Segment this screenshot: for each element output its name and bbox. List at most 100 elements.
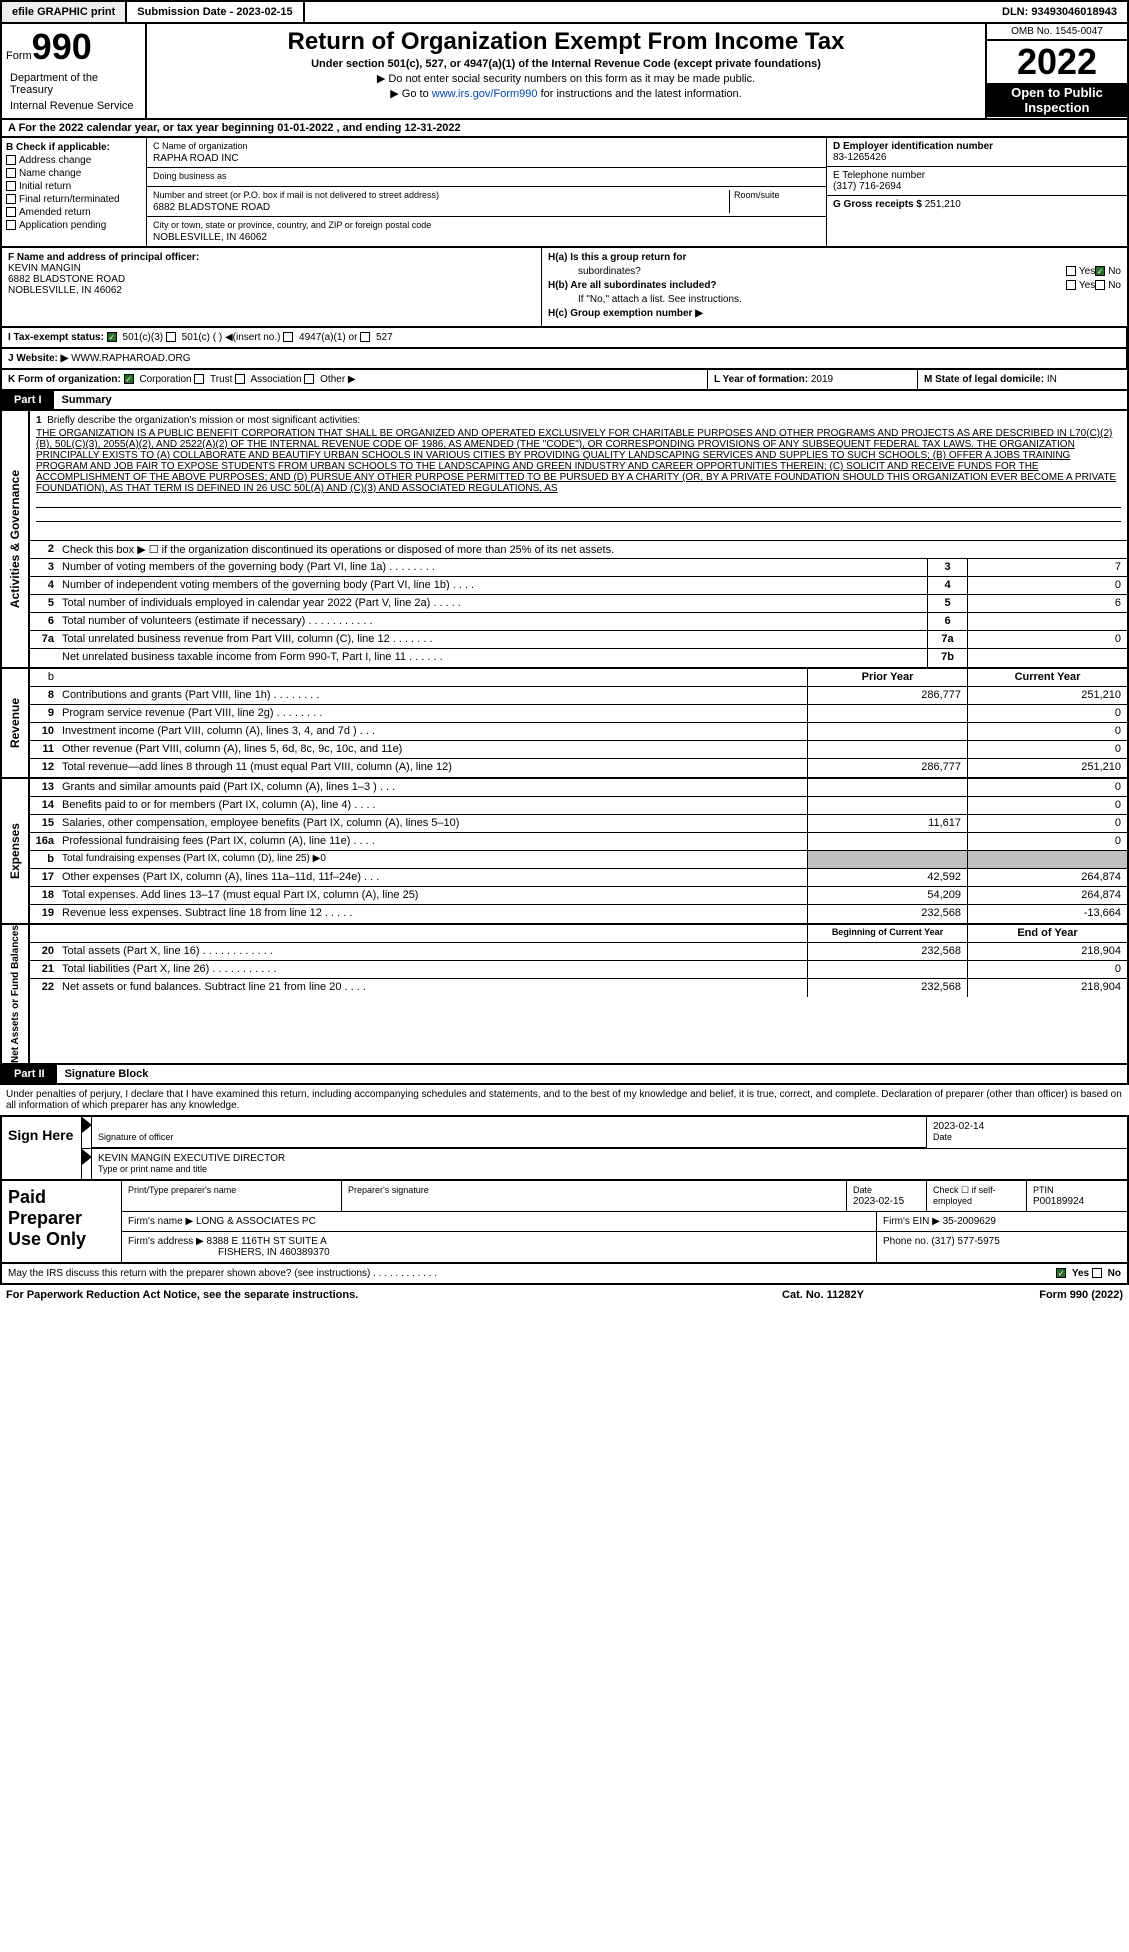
chk-final[interactable]: Final return/terminated [6,194,142,205]
ha-no[interactable]: ✓ [1095,266,1105,276]
revenue-section: Revenue bPrior YearCurrent Year 8Contrib… [0,669,1129,779]
chk-address[interactable]: Address change [6,155,142,166]
line12-text: Total revenue—add lines 8 through 11 (mu… [58,759,807,777]
current-year-header: Current Year [967,669,1127,686]
topbar: efile GRAPHIC print Submission Date - 20… [0,0,1129,24]
line19-cur: -13,664 [967,905,1127,923]
org-name-row: C Name of organizationRAPHA ROAD INC [147,138,826,168]
arrow-icon [82,1149,92,1165]
line13-cur: 0 [967,779,1127,796]
year-cell: OMB No. 1545-0047 2022 Open to Public In… [987,24,1127,118]
form-title: Return of Organization Exempt From Incom… [151,28,981,56]
sec-h: H(a) Is this a group return for subordin… [542,248,1127,326]
part1-header: Part I Summary [0,391,1129,411]
subtitle-3: ▶ Go to www.irs.gov/Form990 for instruct… [151,87,981,100]
line6-val [967,613,1127,630]
omb-number: OMB No. 1545-0047 [987,24,1127,41]
line13-text: Grants and similar amounts paid (Part IX… [58,779,807,796]
activities-governance: Activities & Governance 1 Briefly descri… [0,411,1129,669]
year-formation: 2019 [811,374,833,385]
preparer-block: Paid Preparer Use Only Print/Type prepar… [0,1181,1129,1264]
line7a-text: Total unrelated business revenue from Pa… [58,631,927,648]
phone-value: (317) 716-2694 [833,181,901,192]
line17-prior: 42,592 [807,869,967,886]
website-value: WWW.RAPHAROAD.ORG [71,353,190,364]
submission-date: Submission Date - 2023-02-15 [127,2,304,22]
hb-no[interactable] [1095,280,1105,290]
chk-pending[interactable]: Application pending [6,220,142,231]
main-block: B Check if applicable: Address change Na… [0,138,1129,248]
form-number: 990 [32,26,92,67]
discuss-yes[interactable]: ✓ [1056,1268,1066,1278]
line12-prior: 286,777 [807,759,967,777]
col-b: B Check if applicable: Address change Na… [2,138,147,246]
dln-label: DLN: 93493046018943 [992,2,1127,22]
corp-check[interactable]: ✓ [124,374,134,384]
line18-cur: 264,874 [967,887,1127,904]
ptin-value: P00189924 [1033,1196,1084,1207]
line9-cur: 0 [967,705,1127,722]
line3-text: Number of voting members of the governin… [58,559,927,576]
sign-here-label: Sign Here [2,1117,82,1179]
officer-addr2: NOBLESVILLE, IN 46062 [8,285,535,296]
col-c: C Name of organizationRAPHA ROAD INC Doi… [147,138,827,246]
line4-text: Number of independent voting members of … [58,577,927,594]
irs-link[interactable]: www.irs.gov/Form990 [432,88,538,100]
line6-text: Total number of volunteers (estimate if … [58,613,927,630]
line8-text: Contributions and grants (Part VIII, lin… [58,687,807,704]
line11-text: Other revenue (Part VIII, column (A), li… [58,741,807,758]
discuss-question: May the IRS discuss this return with the… [8,1268,1056,1279]
city-row: City or town, state or province, country… [147,217,826,246]
firm-name: LONG & ASSOCIATES PC [196,1216,316,1227]
org-name: RAPHA ROAD INC [153,153,820,164]
line17-cur: 264,874 [967,869,1127,886]
chk-name[interactable]: Name change [6,168,142,179]
open-inspection: Open to Public Inspection [987,83,1127,117]
line16b-text: Total fundraising expenses (Part IX, col… [58,851,807,868]
chk-amended[interactable]: Amended return [6,207,142,218]
mission-block: 1 Briefly describe the organization's mi… [30,411,1127,541]
line18-text: Total expenses. Add lines 13–17 (must eq… [58,887,807,904]
line-a: A For the 2022 calendar year, or tax yea… [0,120,1129,138]
cat-number: Cat. No. 11282Y [723,1289,923,1301]
firm-addr2: FISHERS, IN 460389370 [128,1247,330,1258]
arrow-icon [82,1117,92,1133]
line19-prior: 232,568 [807,905,967,923]
line18-prior: 54,209 [807,887,967,904]
chk-initial[interactable]: Initial return [6,181,142,192]
self-employed-check[interactable]: Check ☐ if self-employed [927,1181,1027,1211]
subtitle-2: ▶ Do not enter social security numbers o… [151,72,981,85]
tax-year: 2022 [987,41,1127,83]
section-fh: F Name and address of principal officer:… [0,248,1129,328]
line16a-text: Professional fundraising fees (Part IX, … [58,833,807,850]
footer: For Paperwork Reduction Act Notice, see … [0,1285,1129,1305]
net-assets-section: Net Assets or Fund Balances Beginning of… [0,925,1129,1065]
line20-text: Total assets (Part X, line 16) . . . . .… [58,943,807,960]
title-cell: Return of Organization Exempt From Incom… [147,24,987,118]
part2-tag: Part II [2,1065,57,1083]
irs-label: Internal Revenue Service [6,96,141,116]
discuss-no[interactable] [1092,1268,1102,1278]
ein-value: 83-1265426 [833,152,886,163]
line15-cur: 0 [967,815,1127,832]
vlabel-gov: Activities & Governance [2,411,30,667]
part2-title: Signature Block [57,1065,157,1083]
officer-addr1: 6882 BLADSTONE ROAD [8,274,535,285]
line5-val: 6 [967,595,1127,612]
line17-text: Other expenses (Part IX, column (A), lin… [58,869,807,886]
col-b-header: B Check if applicable: [6,142,142,153]
line7b-val [967,649,1127,667]
form-word: Form [6,50,32,62]
part1-tag: Part I [2,391,54,409]
expenses-section: Expenses 13Grants and similar amounts pa… [0,779,1129,925]
hb-yes[interactable] [1066,280,1076,290]
line16a-cur: 0 [967,833,1127,850]
ha-yes[interactable] [1066,266,1076,276]
dba-row: Doing business as [147,168,826,187]
line2: Check this box ▶ ☐ if the organization d… [58,541,1127,558]
line8-prior: 286,777 [807,687,967,704]
line14-text: Benefits paid to or for members (Part IX… [58,797,807,814]
501c3-check[interactable]: ✓ [107,332,117,342]
efile-print-button[interactable]: efile GRAPHIC print [2,2,127,22]
firm-phone: (317) 577-5975 [931,1236,999,1247]
